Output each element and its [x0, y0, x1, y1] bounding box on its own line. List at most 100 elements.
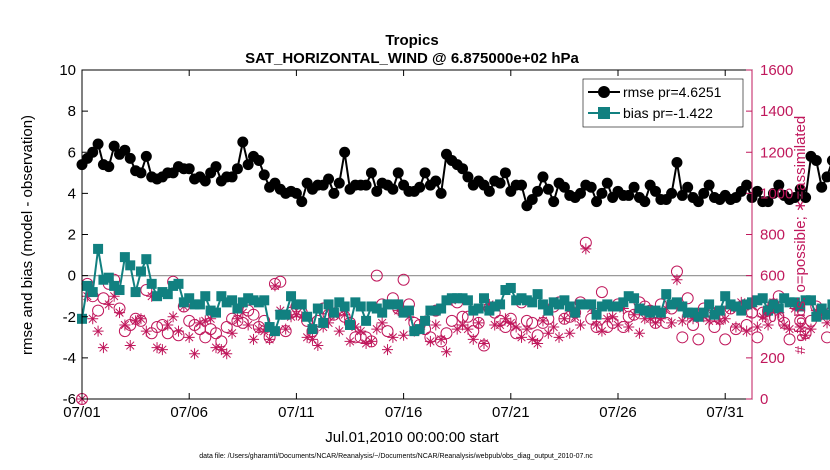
rmse-point: [751, 185, 763, 197]
obs-assimilated-point: [242, 319, 254, 331]
y-tick-label: 0: [68, 268, 76, 285]
rmse-point: [462, 171, 474, 183]
data-file-footnote: data file: /Users/gharamti/Documents/NCA…: [199, 453, 593, 460]
y-right-axis-ticks: 0 200 400 600 800 1000 1200 1400 1600: [746, 62, 793, 408]
obs-assimilated-point: [130, 315, 142, 327]
rmse-point: [499, 167, 511, 179]
obs-assimilated-point: [730, 321, 742, 333]
y-right-tick-label: 800: [760, 227, 785, 244]
bias-point: [671, 297, 682, 308]
obs-assimilated-point: [333, 325, 345, 337]
bias-point: [763, 305, 774, 316]
obs-assimilated-point: [494, 319, 506, 331]
bias-point: [655, 307, 666, 318]
bias-point: [596, 301, 607, 312]
bias-point: [334, 297, 345, 308]
obs-assimilated-point: [751, 321, 763, 333]
rmse-point: [237, 136, 249, 148]
rmse-point: [108, 140, 120, 152]
bias-point: [211, 307, 221, 318]
obs-assimilated-point: [644, 313, 656, 325]
bias-point: [114, 285, 125, 296]
obs-assimilated-point: [784, 323, 796, 335]
obs-assimilated-point: [457, 319, 469, 331]
obs-assimilated-point: [564, 327, 576, 339]
bias-point: [152, 291, 163, 302]
y-right-tick-label: 1000: [760, 185, 793, 202]
obs-possible-point: [210, 327, 222, 340]
bias-point: [677, 301, 688, 312]
obs-assimilated-point: [355, 325, 367, 337]
bias-point: [822, 309, 830, 320]
bias-point: [87, 287, 98, 298]
obs-assimilated-point: [312, 340, 324, 352]
bias-point: [521, 295, 532, 306]
obs-assimilated-point: [371, 323, 383, 335]
obs-assimilated-point: [285, 311, 297, 323]
bias-point: [259, 295, 270, 306]
bias-series: [77, 243, 830, 337]
obs-assimilated-point: [617, 303, 629, 315]
rmse-point: [548, 196, 560, 208]
rmse-point: [414, 181, 426, 193]
bias-point: [634, 303, 645, 314]
rmse-point: [666, 187, 678, 199]
bias-point: [130, 287, 141, 298]
bias-point: [141, 254, 152, 265]
bias-point: [816, 303, 827, 314]
obs-assimilated-point: [719, 313, 731, 325]
rmse-point: [516, 179, 528, 191]
bias-point: [345, 319, 355, 330]
rmse-point: [92, 138, 104, 150]
rmse-point: [419, 167, 431, 179]
obs-assimilated-point: [392, 305, 404, 317]
obs-possible-point: [370, 269, 383, 282]
legend-bias-label: bias pr=-1.422: [623, 105, 713, 121]
bias-point: [248, 295, 259, 306]
bias-point: [291, 299, 302, 310]
obs-assimilated-point: [403, 311, 415, 323]
bias-point: [286, 291, 297, 302]
obs-assimilated-point: [344, 335, 356, 347]
bias-point: [361, 315, 372, 326]
y-right-tick-label: 600: [760, 268, 785, 285]
rmse-point: [430, 175, 442, 187]
bias-point: [243, 293, 254, 304]
bias-point: [221, 297, 232, 308]
bias-point: [789, 297, 800, 308]
obs-possible-point: [381, 325, 394, 338]
rmse-point: [199, 175, 211, 187]
bias-point: [409, 326, 420, 337]
y-tick-label: -6: [63, 391, 76, 408]
x-tick-label: 07/16: [385, 404, 423, 421]
bias-point: [575, 299, 586, 310]
bias-point: [591, 309, 602, 320]
obs-assimilated-point: [553, 331, 565, 343]
rmse-point: [821, 171, 830, 183]
obs-assimilated-point: [714, 315, 726, 327]
bias-point: [489, 301, 500, 312]
rmse-point: [623, 189, 635, 201]
rmse-point: [698, 187, 710, 199]
bias-point: [602, 299, 613, 310]
bias-point: [296, 299, 307, 310]
obs-assimilated-point: [794, 321, 806, 333]
obs-assimilated-point: [237, 307, 249, 319]
obs-assimilated-point: [301, 331, 313, 343]
bias-point: [339, 301, 350, 312]
bias-point: [784, 297, 795, 308]
bias-point: [157, 287, 168, 298]
y-tick-label: 6: [68, 144, 76, 161]
rmse-point: [789, 191, 801, 203]
bias-point: [516, 293, 527, 304]
bias-point: [328, 307, 339, 318]
y-tick-label: 10: [59, 62, 76, 79]
obs-assimilated-point: [574, 319, 586, 331]
rmse-point: [671, 157, 683, 169]
bias-point: [548, 297, 559, 308]
bias-point: [639, 305, 650, 316]
obs-assimilated-point: [703, 315, 715, 327]
y-right-tick-label: 200: [760, 350, 785, 367]
bias-point: [688, 307, 699, 318]
obs-assimilated-point: [167, 311, 179, 323]
